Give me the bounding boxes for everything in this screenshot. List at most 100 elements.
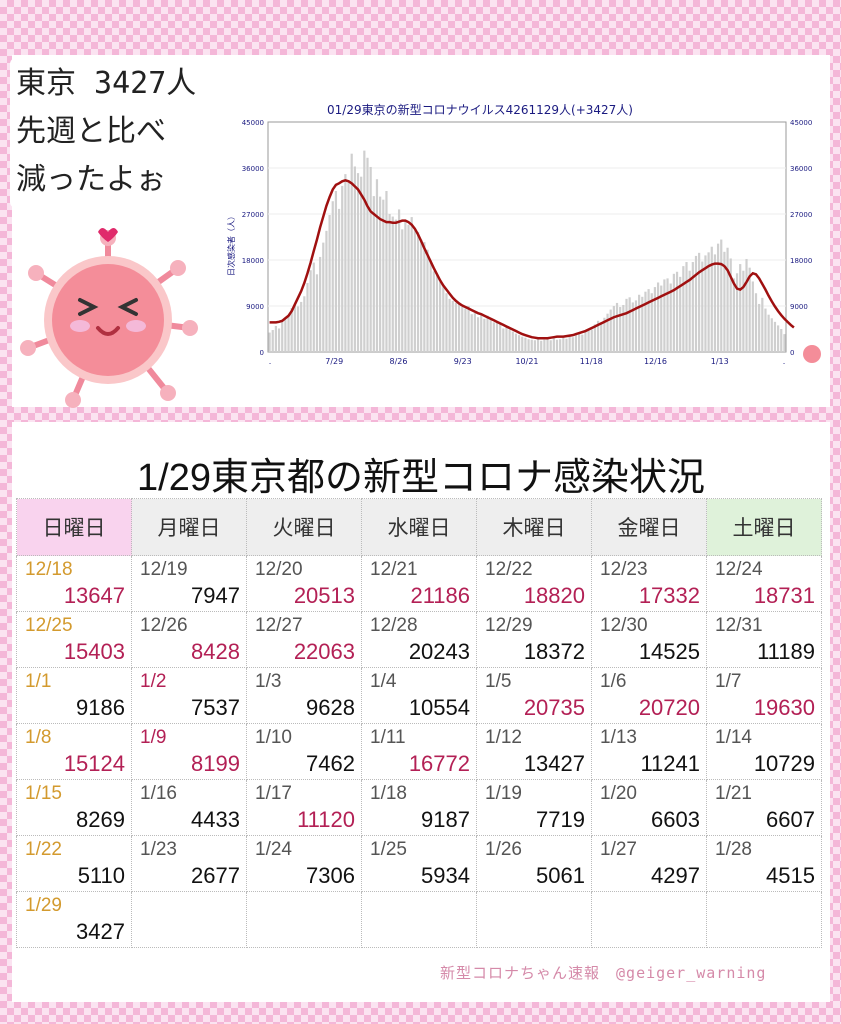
bar bbox=[445, 293, 448, 352]
bar bbox=[461, 307, 464, 352]
bar bbox=[347, 182, 350, 352]
day-cell: 1/17 11120 bbox=[246, 779, 362, 836]
bar bbox=[552, 338, 555, 352]
y-tick-label-right: 27000 bbox=[790, 211, 812, 219]
day-date: 12/18 bbox=[25, 559, 73, 580]
day-count: 6607 bbox=[766, 807, 815, 832]
bar bbox=[549, 340, 552, 352]
bar bbox=[770, 318, 773, 352]
bar bbox=[691, 262, 694, 352]
day-count: 16772 bbox=[408, 751, 470, 776]
day-date: 12/23 bbox=[600, 559, 648, 580]
bar bbox=[527, 339, 530, 352]
bar bbox=[499, 323, 502, 352]
day-count: 6603 bbox=[651, 807, 700, 832]
bar bbox=[704, 255, 707, 352]
bar bbox=[366, 157, 369, 352]
bar bbox=[653, 287, 657, 352]
bar bbox=[767, 314, 770, 352]
day-count: 11189 bbox=[757, 639, 815, 664]
bar bbox=[454, 302, 458, 352]
day-cell: 1/29 3427 bbox=[16, 891, 132, 948]
day-date: 12/24 bbox=[715, 559, 763, 580]
x-tick-label: . bbox=[269, 357, 272, 366]
day-date: 12/31 bbox=[715, 615, 763, 636]
day-count: 14525 bbox=[638, 639, 700, 664]
day-date: 12/25 bbox=[25, 615, 73, 636]
day-count: 9628 bbox=[306, 695, 355, 720]
bar bbox=[432, 271, 435, 352]
day-date: 12/20 bbox=[255, 559, 303, 580]
day-count: 8428 bbox=[191, 639, 240, 664]
table-row: 1/1 9186 1/2 7537 1/3 9628 1/4 10554 1/5 20735 1/6… bbox=[16, 667, 822, 724]
day-date: 1/6 bbox=[600, 671, 627, 692]
day-cell: 1/13 11241 bbox=[591, 723, 707, 780]
bar bbox=[328, 215, 331, 352]
bar bbox=[451, 300, 454, 352]
bar bbox=[442, 286, 445, 352]
day-count: 20243 bbox=[408, 639, 470, 664]
day-count: 9187 bbox=[421, 807, 470, 832]
bar bbox=[622, 304, 625, 352]
bar bbox=[426, 249, 429, 352]
bubble-line-3: 減ったよぉ bbox=[16, 162, 166, 197]
day-cell: 12/31 11189 bbox=[706, 611, 822, 668]
x-tick-label: 1/13 bbox=[711, 357, 729, 366]
bar bbox=[423, 242, 426, 352]
day-count: 13647 bbox=[63, 583, 125, 608]
bar bbox=[296, 306, 300, 352]
bar bbox=[473, 313, 476, 352]
bar bbox=[319, 256, 322, 352]
day-date: 12/22 bbox=[485, 559, 533, 580]
bar bbox=[559, 339, 562, 352]
day-date: 1/27 bbox=[600, 839, 637, 860]
bar bbox=[290, 308, 293, 352]
bar bbox=[593, 324, 597, 352]
bar bbox=[619, 307, 622, 352]
bar bbox=[578, 333, 581, 352]
weekday-header: 土曜日 bbox=[706, 498, 822, 556]
day-date: 1/15 bbox=[25, 783, 62, 804]
bar bbox=[391, 216, 394, 352]
day-cell: 12/28 20243 bbox=[361, 611, 477, 668]
bar bbox=[495, 321, 499, 352]
bar bbox=[382, 199, 385, 352]
day-count: 5934 bbox=[421, 863, 470, 888]
bar bbox=[274, 325, 277, 352]
bar bbox=[682, 266, 685, 352]
bar bbox=[511, 331, 514, 352]
day-date: 1/4 bbox=[370, 671, 397, 692]
day-date: 1/13 bbox=[600, 727, 637, 748]
bar bbox=[773, 321, 777, 352]
day-cell: 12/25 15403 bbox=[16, 611, 132, 668]
bar bbox=[710, 246, 713, 352]
day-count: 20720 bbox=[638, 695, 700, 720]
day-date: 1/25 bbox=[370, 839, 407, 860]
day-cell bbox=[361, 891, 477, 948]
y-tick-label-left: 45000 bbox=[242, 119, 264, 127]
bar bbox=[615, 302, 619, 352]
day-cell: 12/24 18731 bbox=[706, 555, 822, 612]
day-count: 7537 bbox=[191, 695, 240, 720]
day-date: 12/21 bbox=[370, 559, 418, 580]
speech-bubble: 東京 3427人 先週と比べ 減ったよぉ bbox=[10, 58, 198, 208]
bar bbox=[742, 270, 745, 352]
bar bbox=[641, 296, 644, 352]
day-cell: 1/12 13427 bbox=[476, 723, 592, 780]
bar bbox=[647, 289, 650, 352]
bar bbox=[344, 174, 347, 352]
day-cell: 1/22 5110 bbox=[16, 835, 132, 892]
day-count: 17332 bbox=[638, 583, 700, 608]
day-date: 1/5 bbox=[485, 671, 512, 692]
bar bbox=[448, 298, 451, 352]
day-date: 1/2 bbox=[140, 671, 167, 692]
day-count: 18820 bbox=[523, 583, 585, 608]
day-count: 15124 bbox=[63, 751, 125, 776]
bar bbox=[530, 339, 533, 352]
bar bbox=[306, 283, 309, 352]
day-cell: 1/7 19630 bbox=[706, 667, 822, 724]
bar bbox=[505, 325, 508, 352]
day-count: 4515 bbox=[766, 863, 815, 888]
bar bbox=[660, 285, 663, 352]
bar bbox=[688, 270, 691, 352]
